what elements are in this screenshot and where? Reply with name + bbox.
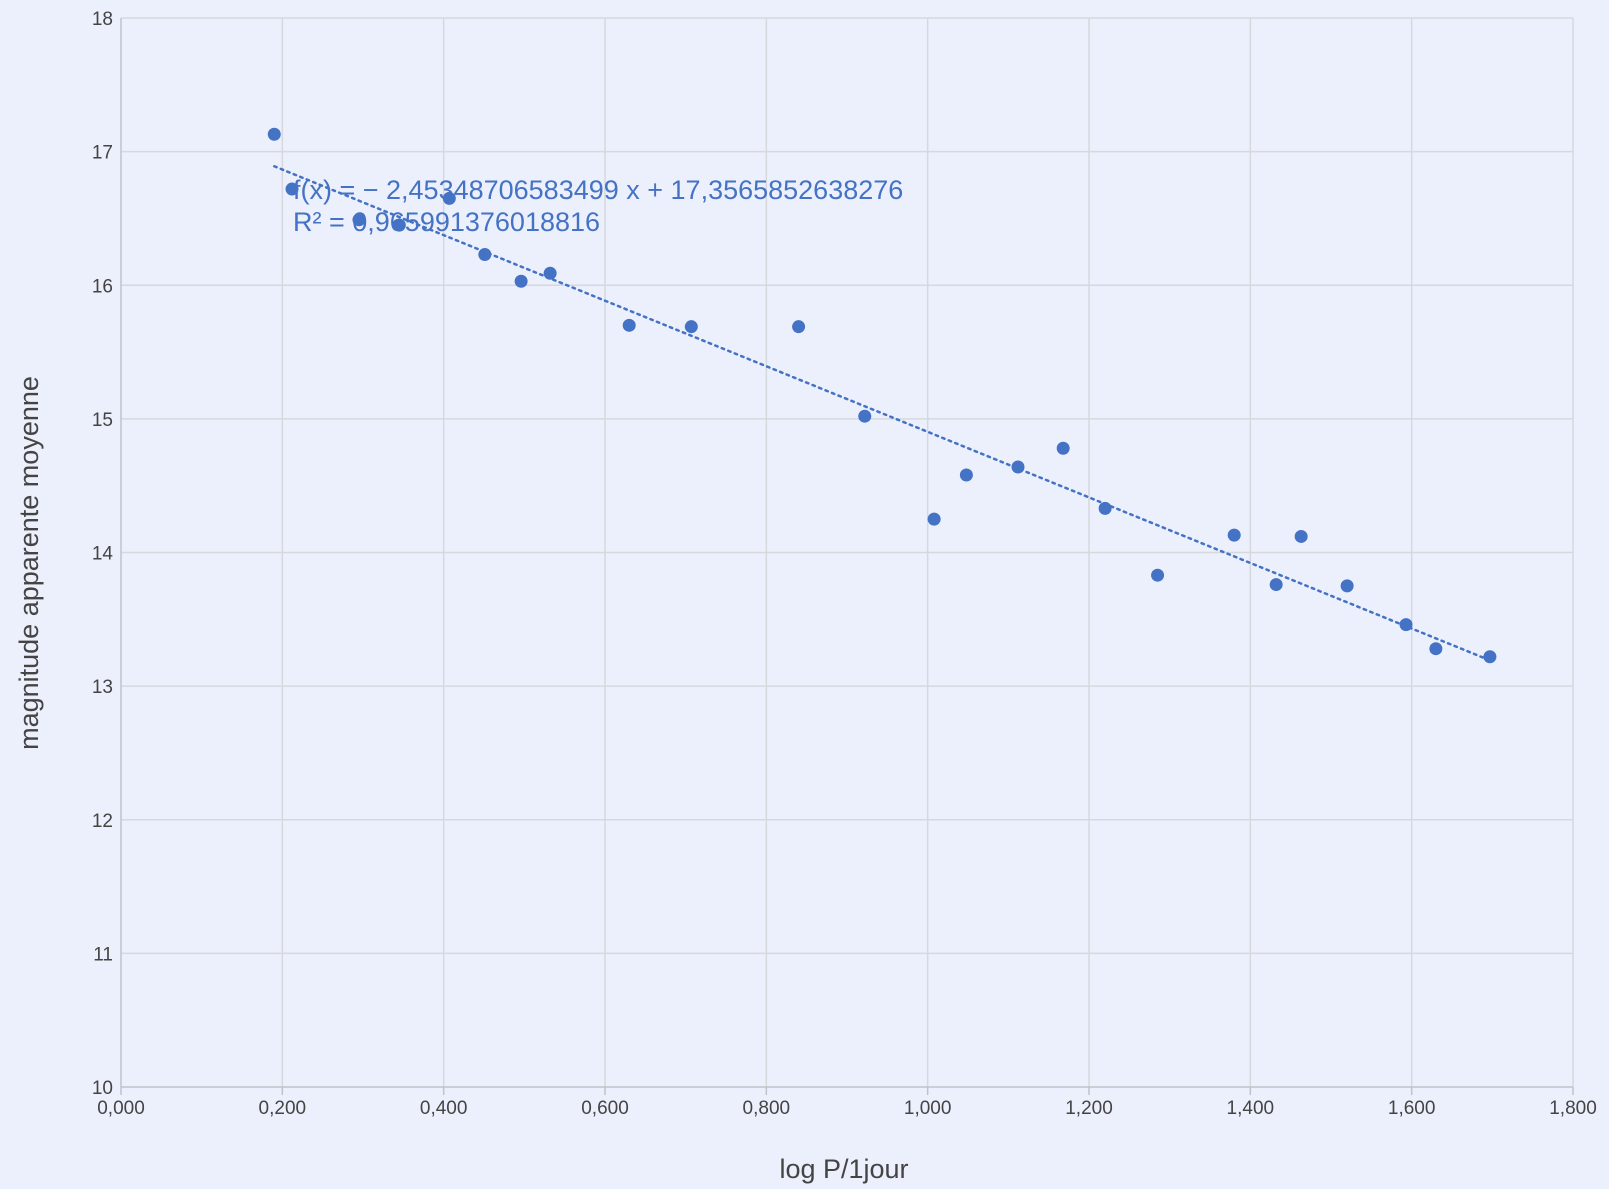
y-axis-title: magnitude apparente moyenne xyxy=(14,376,44,750)
y-tick-label: 10 xyxy=(92,1078,113,1099)
data-point xyxy=(1429,642,1443,656)
data-point xyxy=(1294,529,1308,543)
y-tick-labels: 10 11 12 13 14 15 16 17 18 xyxy=(92,9,114,1099)
data-point xyxy=(1151,568,1165,582)
y-tick-label: 11 xyxy=(93,944,113,965)
data-point xyxy=(1098,501,1112,515)
data-point xyxy=(1483,650,1497,664)
data-point xyxy=(1011,460,1025,474)
y-tick-label: 14 xyxy=(92,544,114,565)
data-point xyxy=(959,468,973,482)
data-point xyxy=(858,409,872,423)
data-point xyxy=(792,320,806,334)
x-tick-label: 0,000 xyxy=(97,1098,145,1119)
y-tick-label: 13 xyxy=(92,677,113,698)
data-point xyxy=(1399,618,1413,632)
y-tick-label: 12 xyxy=(92,811,113,832)
y-tick-label: 15 xyxy=(92,410,113,431)
x-tick-label: 0,400 xyxy=(420,1098,468,1119)
data-point xyxy=(352,213,366,227)
x-axis-title: log P/1jour xyxy=(779,1154,908,1184)
x-tick-label: 0,600 xyxy=(581,1098,629,1119)
data-points xyxy=(267,127,1497,664)
data-point xyxy=(543,266,557,280)
data-point xyxy=(927,512,941,526)
data-point xyxy=(514,274,528,288)
data-point xyxy=(1269,578,1283,592)
grid-lines xyxy=(121,17,1574,1087)
y-tick-label: 17 xyxy=(92,143,113,164)
trendline-equation: f(x) = − 2,45348706583499 x + 17,3565852… xyxy=(293,175,903,205)
x-tick-label: 1,200 xyxy=(1065,1098,1113,1119)
y-tick-label: 16 xyxy=(92,276,113,297)
data-point xyxy=(1340,579,1354,593)
x-tick-labels: 0,000 0,200 0,400 0,600 0,800 1,000 1,200 1,400… xyxy=(97,1098,1597,1119)
data-point xyxy=(478,248,492,262)
x-tick-label: 1,800 xyxy=(1549,1098,1597,1119)
data-point xyxy=(285,182,299,196)
data-point xyxy=(442,191,456,205)
data-point xyxy=(392,218,406,232)
x-tick-label: 1,600 xyxy=(1388,1098,1436,1119)
data-point xyxy=(1056,441,1070,455)
x-tick-label: 0,200 xyxy=(259,1098,307,1119)
trendline-r-squared: R² = 0,965991376018816 xyxy=(293,207,600,237)
x-tick-label: 0,800 xyxy=(743,1098,791,1119)
trendline-path xyxy=(273,165,1492,662)
trendline xyxy=(273,165,1492,662)
y-tick-label: 18 xyxy=(92,9,113,30)
data-point xyxy=(684,320,698,334)
data-point xyxy=(622,318,636,332)
data-point xyxy=(267,127,281,141)
axes xyxy=(120,18,1574,1095)
data-point xyxy=(1227,528,1241,542)
x-tick-label: 1,400 xyxy=(1227,1098,1275,1119)
x-tick-label: 1,000 xyxy=(904,1098,952,1119)
